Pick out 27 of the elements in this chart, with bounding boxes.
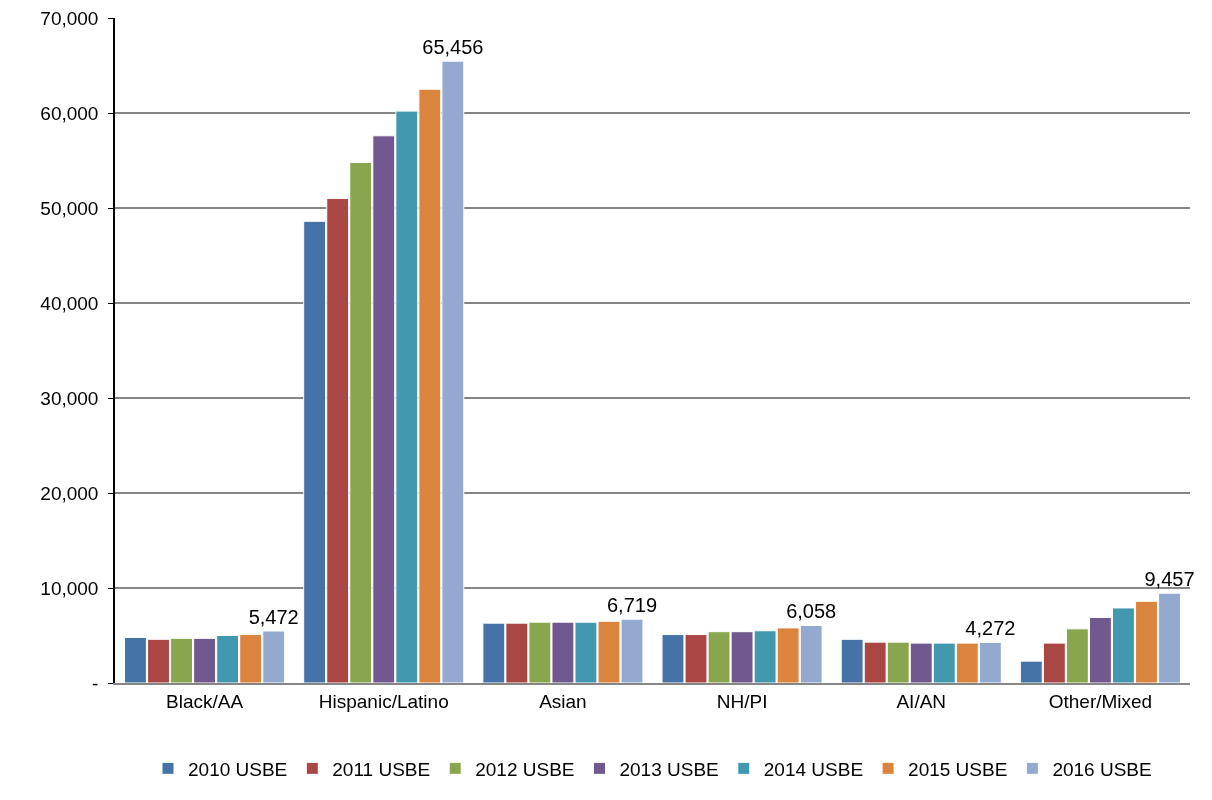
legend-label: 2011 USBE [332, 758, 431, 780]
x-tick-label: Asian [539, 690, 587, 712]
x-tick-label: Hispanic/Latino [318, 690, 449, 712]
x-tick-label: NH/PI [716, 690, 768, 712]
y-tick-label: - [92, 672, 99, 694]
y-tick-label: 30,000 [40, 387, 99, 409]
y-tick-label: 20,000 [40, 482, 99, 504]
legend-label: 2014 USBE [763, 758, 864, 780]
y-tick-label: 50,000 [40, 197, 99, 219]
y-tick-label: 10,000 [40, 577, 99, 599]
data-label: 6,719 [606, 594, 658, 617]
legend-label: 2010 USBE [188, 758, 288, 780]
y-tick-label: 70,000 [40, 7, 99, 29]
x-tick-label: AI/AN [896, 690, 947, 712]
legend-label: 2016 USBE [1052, 758, 1152, 780]
x-tick-label: Black/AA [166, 690, 244, 712]
y-tick-label: 40,000 [40, 292, 99, 314]
data-label: 65,456 [422, 36, 484, 59]
data-label: 5,472 [248, 606, 299, 629]
y-tick-label: 60,000 [40, 102, 99, 124]
data-label: 6,058 [786, 600, 837, 623]
data-label: 4,272 [965, 617, 1016, 640]
x-tick-label: Other/Mixed [1048, 690, 1153, 712]
legend-label: 2013 USBE [619, 758, 719, 780]
data-label: 9,457 [1144, 568, 1195, 591]
legend-label: 2015 USBE [908, 758, 1008, 780]
legend-label: 2012 USBE [475, 758, 575, 780]
